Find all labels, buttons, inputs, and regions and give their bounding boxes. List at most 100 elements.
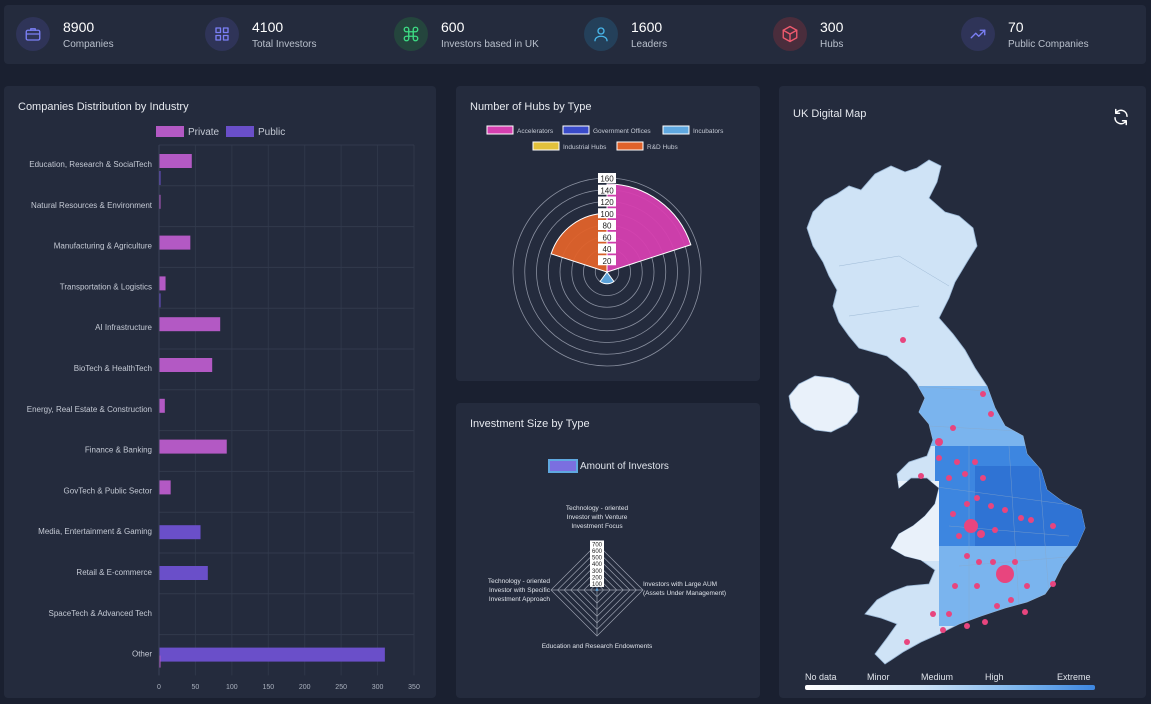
uk-choropleth-map[interactable]: No data Minor Medium High Extreme bbox=[779, 86, 1146, 698]
hub-marker[interactable] bbox=[974, 583, 980, 589]
stat-card[interactable]: 70 Public Companies bbox=[961, 15, 1141, 55]
hub-marker[interactable] bbox=[946, 611, 952, 617]
bar[interactable] bbox=[159, 293, 161, 308]
bar[interactable] bbox=[159, 194, 161, 209]
tick-backdrop bbox=[590, 547, 604, 555]
hub-marker[interactable] bbox=[1018, 515, 1024, 521]
stat-value: 600 bbox=[441, 19, 465, 35]
hub-marker[interactable] bbox=[977, 530, 985, 538]
bar[interactable] bbox=[159, 171, 161, 185]
hub-marker[interactable] bbox=[935, 438, 943, 446]
stat-card[interactable]: 8900 Companies bbox=[16, 15, 196, 55]
hub-marker[interactable] bbox=[1050, 523, 1056, 529]
hub-marker[interactable] bbox=[952, 583, 958, 589]
x-tick-label: 200 bbox=[299, 684, 311, 691]
bar[interactable] bbox=[159, 647, 385, 662]
bar[interactable] bbox=[159, 480, 171, 495]
investment-radar-chart: Amount of Investors 100200300400500600700… bbox=[488, 459, 726, 650]
map-legend-label: No data bbox=[805, 672, 837, 682]
hub-marker[interactable] bbox=[936, 455, 942, 461]
stat-card[interactable]: 300 Hubs bbox=[773, 15, 953, 55]
category-label: SpaceTech & Advanced Tech bbox=[49, 609, 152, 618]
legend-swatch bbox=[662, 125, 690, 135]
stat-card[interactable]: 600 Investors based in UK bbox=[394, 15, 574, 55]
category-label: Natural Resources & Environment bbox=[31, 201, 153, 210]
refresh-icon[interactable] bbox=[1112, 108, 1130, 126]
bar[interactable] bbox=[159, 655, 161, 668]
radar-area[interactable] bbox=[595, 587, 599, 591]
hub-marker[interactable] bbox=[988, 411, 994, 417]
hub-marker[interactable] bbox=[1050, 581, 1056, 587]
hub-marker[interactable] bbox=[980, 391, 986, 397]
hub-marker[interactable] bbox=[954, 459, 960, 465]
bar[interactable] bbox=[159, 566, 208, 580]
bar[interactable] bbox=[159, 276, 166, 291]
polar-legend[interactable]: Accelerators Government Offices Incubators… bbox=[486, 125, 724, 151]
legend-label: Public bbox=[258, 127, 285, 138]
legend-swatch[interactable] bbox=[548, 459, 578, 473]
hub-marker[interactable] bbox=[956, 533, 962, 539]
x-tick-label: 250 bbox=[335, 684, 347, 691]
stat-card[interactable]: 4100 Total Investors bbox=[205, 15, 385, 55]
category-label: Transportation & Logistics bbox=[60, 282, 152, 291]
tick-backdrop bbox=[598, 208, 616, 219]
hub-marker[interactable] bbox=[964, 501, 970, 507]
hub-marker[interactable] bbox=[1002, 507, 1008, 513]
hub-marker[interactable] bbox=[990, 559, 996, 565]
hub-marker[interactable] bbox=[980, 475, 986, 481]
stat-card[interactable]: 1600 Leaders bbox=[584, 15, 764, 55]
bar[interactable] bbox=[159, 439, 227, 454]
hub-marker[interactable] bbox=[964, 623, 970, 629]
polar-wedge[interactable] bbox=[599, 271, 615, 285]
tick-backdrop bbox=[590, 540, 604, 548]
radar-axis-label: Technology - oriented Investor with Ventu… bbox=[566, 505, 629, 530]
tick-backdrop bbox=[598, 255, 616, 266]
polar-wedge[interactable] bbox=[606, 183, 692, 273]
bar[interactable] bbox=[159, 358, 213, 372]
hub-marker[interactable] bbox=[976, 559, 982, 565]
bar-legend[interactable]: Private Public bbox=[156, 126, 285, 138]
hub-marker[interactable] bbox=[994, 603, 1000, 609]
hub-marker[interactable] bbox=[1028, 517, 1034, 523]
hub-marker[interactable] bbox=[996, 565, 1014, 583]
stat-value: 70 bbox=[1008, 19, 1024, 35]
hub-marker[interactable] bbox=[930, 611, 936, 617]
radar-axis-label: Technology - oriented Investor with Speci… bbox=[488, 578, 551, 603]
bar[interactable] bbox=[159, 235, 191, 250]
hub-marker[interactable] bbox=[1022, 609, 1028, 615]
r-tick-label: 700 bbox=[592, 543, 603, 549]
hub-marker[interactable] bbox=[982, 619, 988, 625]
bar[interactable] bbox=[159, 525, 201, 540]
hub-marker[interactable] bbox=[1012, 559, 1018, 565]
hub-marker[interactable] bbox=[964, 519, 978, 533]
hub-marker[interactable] bbox=[900, 337, 906, 343]
hub-marker[interactable] bbox=[964, 553, 970, 559]
legend-swatch bbox=[226, 126, 254, 137]
bar[interactable] bbox=[159, 154, 192, 168]
map-legend: No data Minor Medium High Extreme bbox=[805, 672, 1095, 690]
legend-label: Industrial Hubs bbox=[563, 144, 607, 151]
hub-marker[interactable] bbox=[974, 495, 980, 501]
stat-value: 1600 bbox=[631, 19, 663, 35]
legend-swatch bbox=[156, 126, 184, 137]
tick-backdrop bbox=[590, 579, 604, 587]
hub-marker[interactable] bbox=[904, 639, 910, 645]
bar[interactable] bbox=[159, 398, 165, 413]
hub-marker[interactable] bbox=[946, 475, 952, 481]
hub-marker[interactable] bbox=[962, 471, 968, 477]
hub-marker[interactable] bbox=[918, 473, 924, 479]
hub-marker[interactable] bbox=[950, 425, 956, 431]
hub-marker[interactable] bbox=[992, 527, 998, 533]
hub-marker[interactable] bbox=[1008, 597, 1014, 603]
hub-marker[interactable] bbox=[950, 511, 956, 517]
stat-label: Companies bbox=[63, 39, 114, 50]
hub-marker[interactable] bbox=[972, 459, 978, 465]
x-tick-label: 100 bbox=[226, 684, 238, 691]
r-tick-label: 140 bbox=[600, 186, 614, 195]
industry-chart-panel: Companies Distribution by Industry Priva… bbox=[4, 86, 436, 698]
hub-marker[interactable] bbox=[940, 627, 946, 633]
northern-ireland-land[interactable] bbox=[788, 375, 860, 433]
hub-marker[interactable] bbox=[1024, 583, 1030, 589]
hub-marker[interactable] bbox=[988, 503, 994, 509]
bar[interactable] bbox=[159, 317, 221, 332]
